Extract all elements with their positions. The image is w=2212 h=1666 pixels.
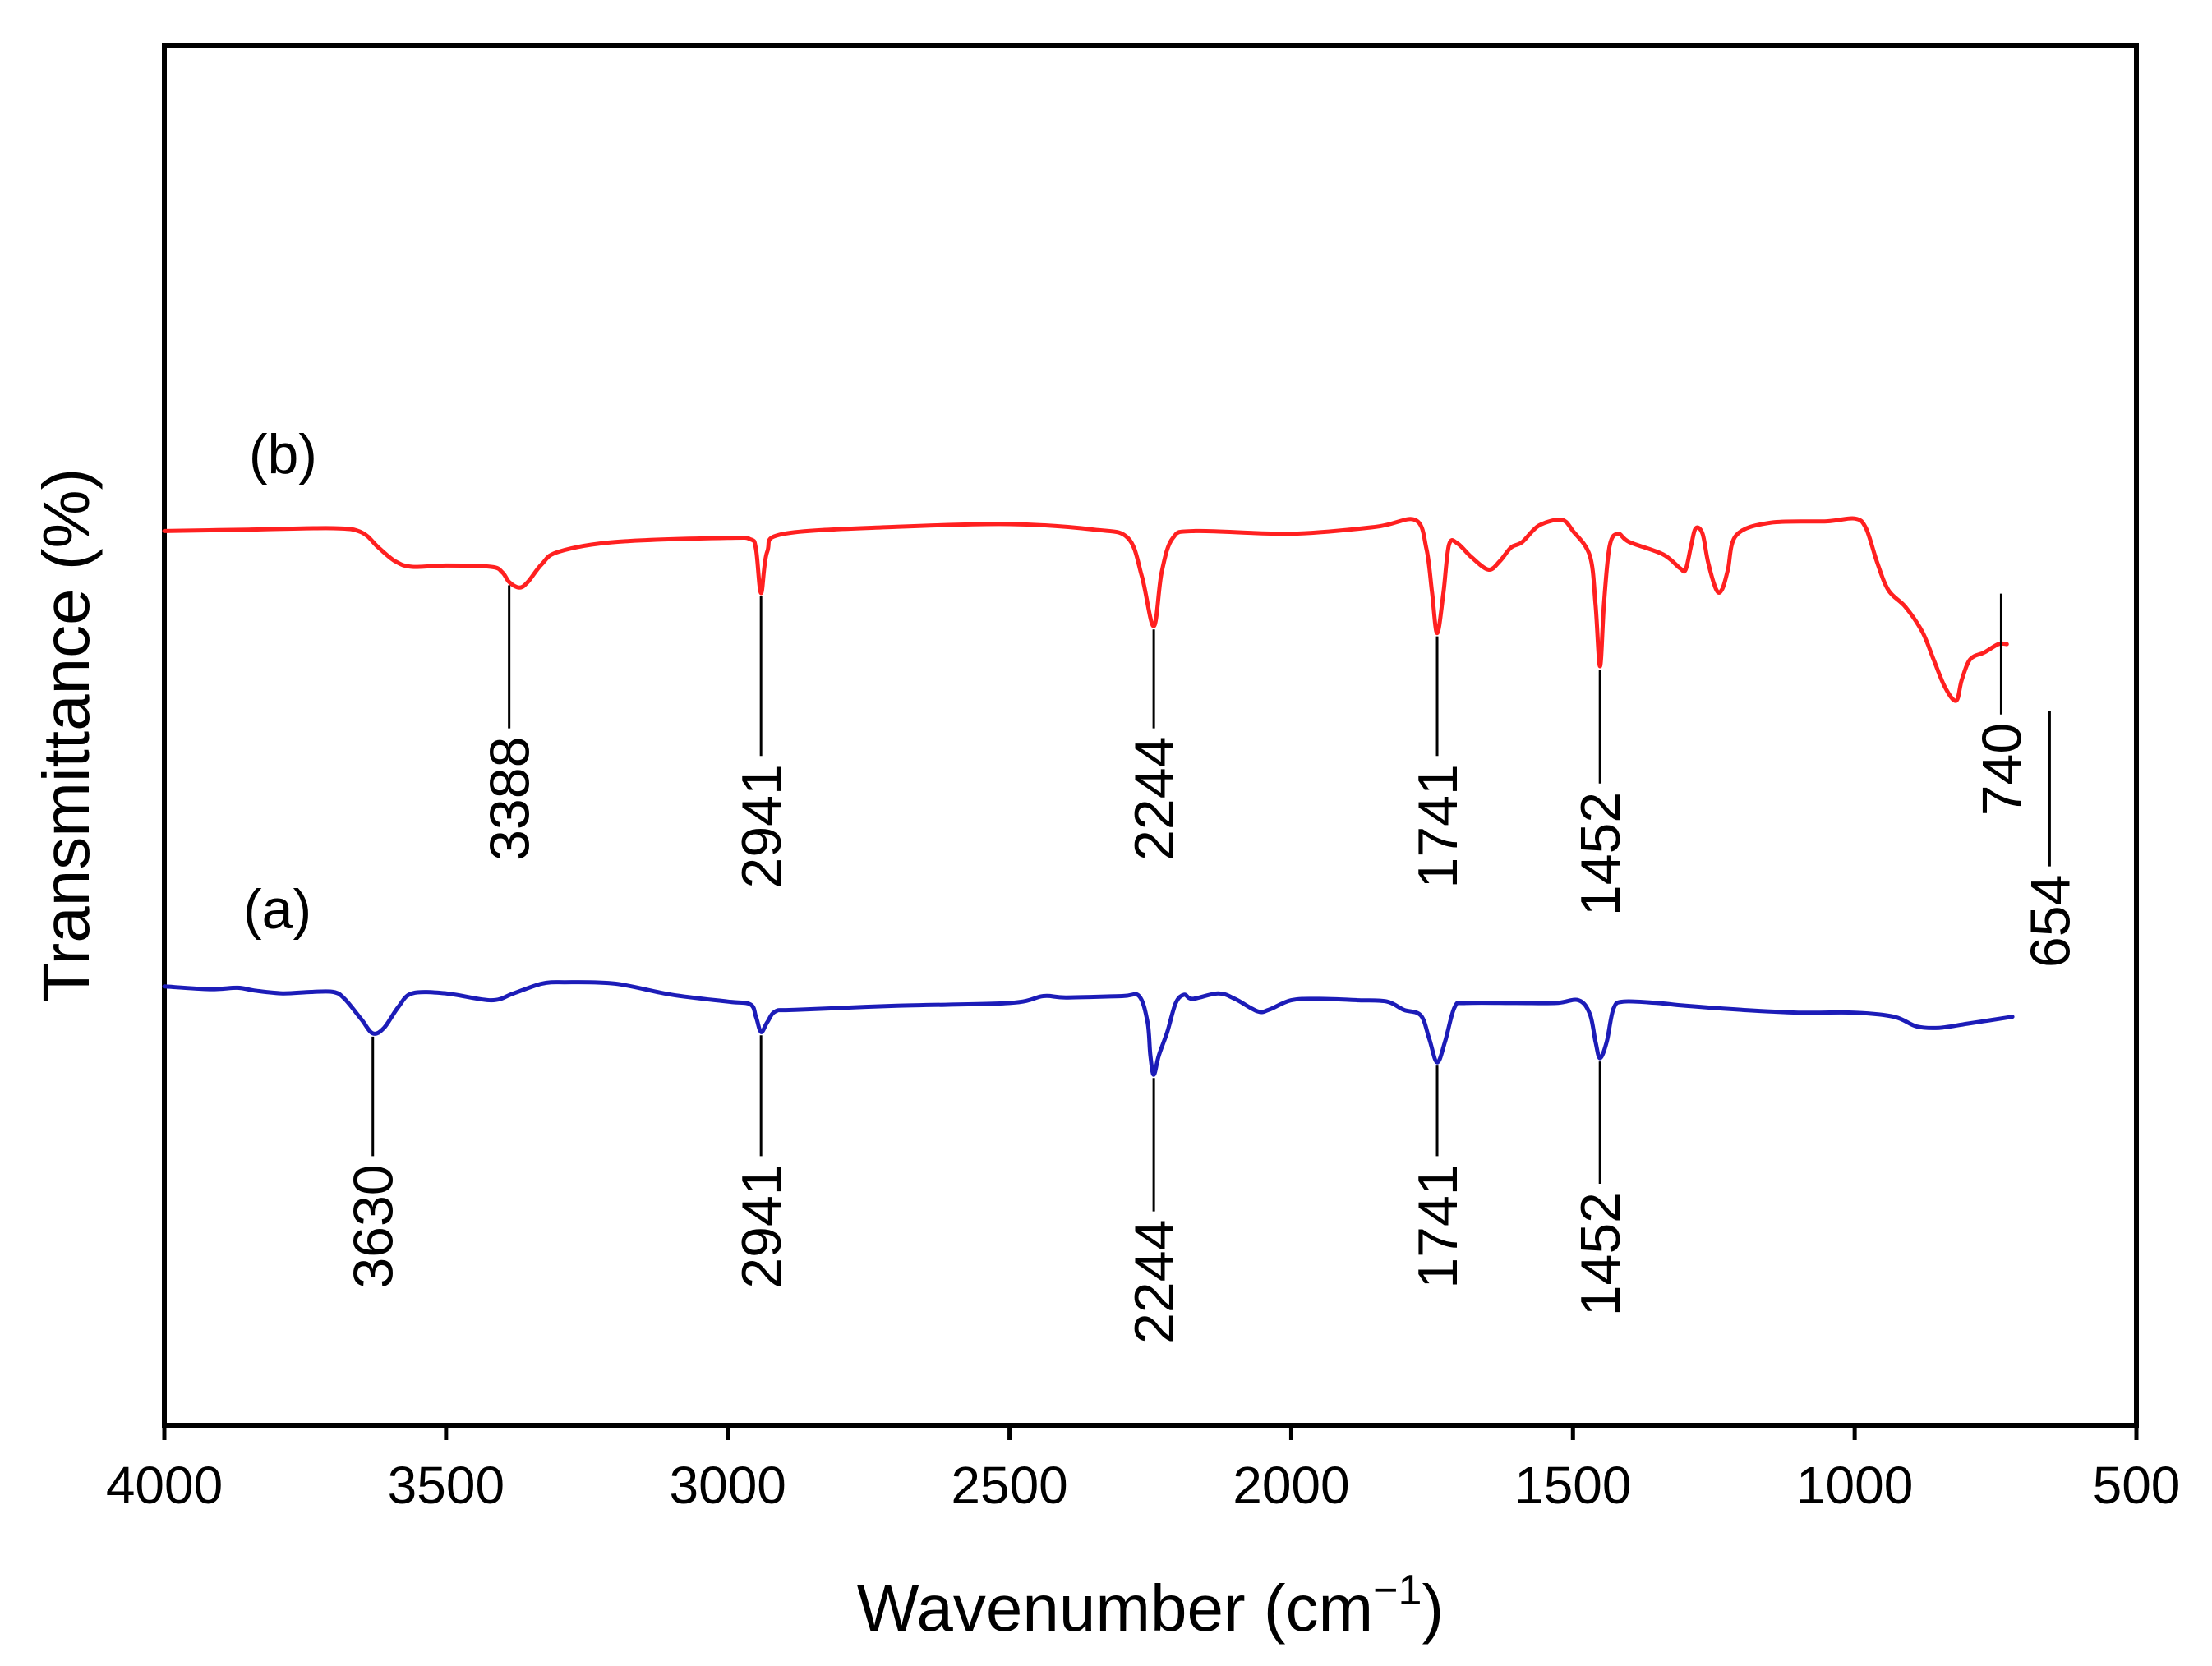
y-axis-title: Transmittance (%)	[30, 468, 103, 1003]
x-axis-ticks: 4000 3500 3000 2500 2000 1500 1000 500	[106, 1425, 2181, 1515]
peak-label: 3388	[479, 737, 541, 861]
peak-label: 2941	[730, 1164, 793, 1288]
plot-frame	[162, 43, 2139, 1428]
series-line-b	[162, 516, 2009, 703]
x-tick-label: 2000	[1233, 1456, 1349, 1515]
peak-label: 1452	[1569, 792, 1632, 916]
x-tick-label: 3000	[670, 1456, 786, 1515]
peak-label: 1741	[1407, 764, 1469, 888]
peak-label: 2244	[1123, 1220, 1186, 1344]
x-tick-label: 4000	[106, 1456, 223, 1515]
x-tick-label: 3500	[388, 1456, 505, 1515]
x-axis-title: Wavenumber (cm−1)	[857, 1567, 1444, 1645]
peak-label: 3630	[343, 1164, 405, 1288]
x-tick-label: 2500	[951, 1456, 1067, 1515]
series-label: (b)	[249, 423, 317, 486]
series-line-a	[162, 980, 2015, 1077]
peak-label: 1741	[1407, 1164, 1469, 1288]
peak-label: 654	[2019, 875, 2081, 968]
series-layer	[162, 516, 2015, 1077]
series-label: (a)	[243, 878, 311, 941]
peak-label: 740	[1970, 723, 2033, 816]
peak-label: 2941	[730, 764, 793, 888]
series-labels: (b) (a)	[243, 423, 317, 941]
x-tick-label: 500	[2093, 1456, 2181, 1515]
x-tick-label: 1000	[1796, 1456, 1913, 1515]
x-tick-label: 1500	[1514, 1456, 1631, 1515]
peak-label: 2244	[1123, 737, 1186, 861]
peak-annotations: 3388 2941 2244 1741 1452 740 654 3630 2941 2244 17…	[343, 585, 2081, 1344]
peak-label: 1452	[1569, 1192, 1632, 1316]
